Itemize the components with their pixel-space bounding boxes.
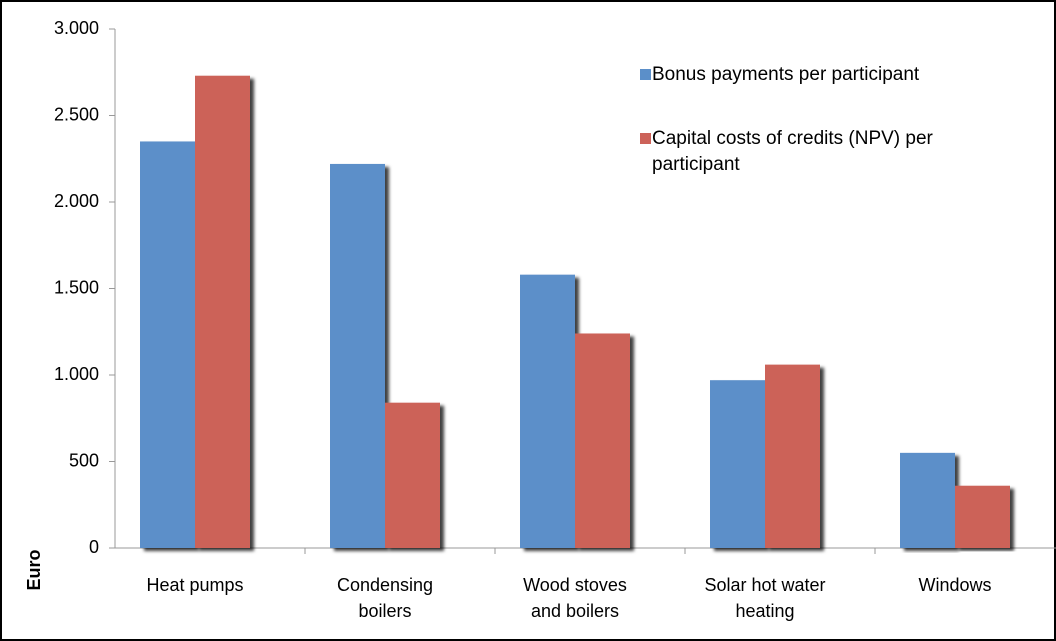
y-axis-label: Euro: [24, 549, 44, 590]
x-tick-label: boilers: [358, 601, 411, 621]
y-tick-label: 3.000: [54, 18, 99, 38]
x-tick-label: Solar hot water: [704, 575, 825, 595]
bar: [955, 485, 1010, 548]
legend-label: Capital costs of credits (NPV) per parti…: [652, 126, 1012, 178]
y-tick-label: 1.500: [54, 277, 99, 297]
legend-swatch: [640, 69, 651, 80]
x-tick-label: Windows: [918, 575, 991, 595]
y-tick-label: 2.500: [54, 104, 99, 124]
bar: [900, 452, 955, 548]
y-tick-label: 2.000: [54, 191, 99, 211]
x-tick-label: and boilers: [531, 601, 619, 621]
x-tick-label: Condensing: [337, 575, 433, 595]
y-tick-label: 1.000: [54, 364, 99, 384]
legend-swatch: [640, 133, 651, 144]
bar: [575, 333, 630, 548]
y-tick-label: 0: [89, 537, 99, 557]
x-tick-label: heating: [735, 601, 794, 621]
bar: [140, 141, 195, 548]
bar: [765, 364, 820, 548]
bar: [195, 75, 250, 549]
bar: [330, 163, 385, 548]
x-tick-label: Wood stoves: [523, 575, 627, 595]
bar: [385, 402, 440, 548]
bar: [710, 380, 765, 548]
bar: [520, 274, 575, 548]
legend-label: Bonus payments per participant: [652, 62, 1012, 88]
y-tick-label: 500: [69, 450, 99, 470]
x-tick-label: Heat pumps: [146, 575, 243, 595]
